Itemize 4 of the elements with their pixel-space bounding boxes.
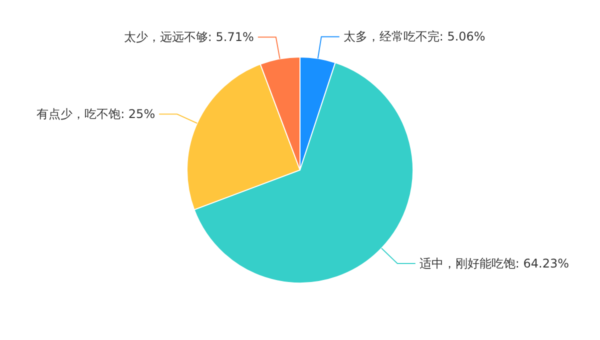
slice-label: 适中，刚好能吃饱: 64.23%	[419, 256, 570, 270]
slice-label: 有点少，吃不饱: 25%	[36, 107, 156, 122]
slice-label: 太多，经常吃不完: 5.06%	[343, 30, 486, 44]
slice-label: 太少，远远不够: 5.71%	[124, 30, 254, 44]
